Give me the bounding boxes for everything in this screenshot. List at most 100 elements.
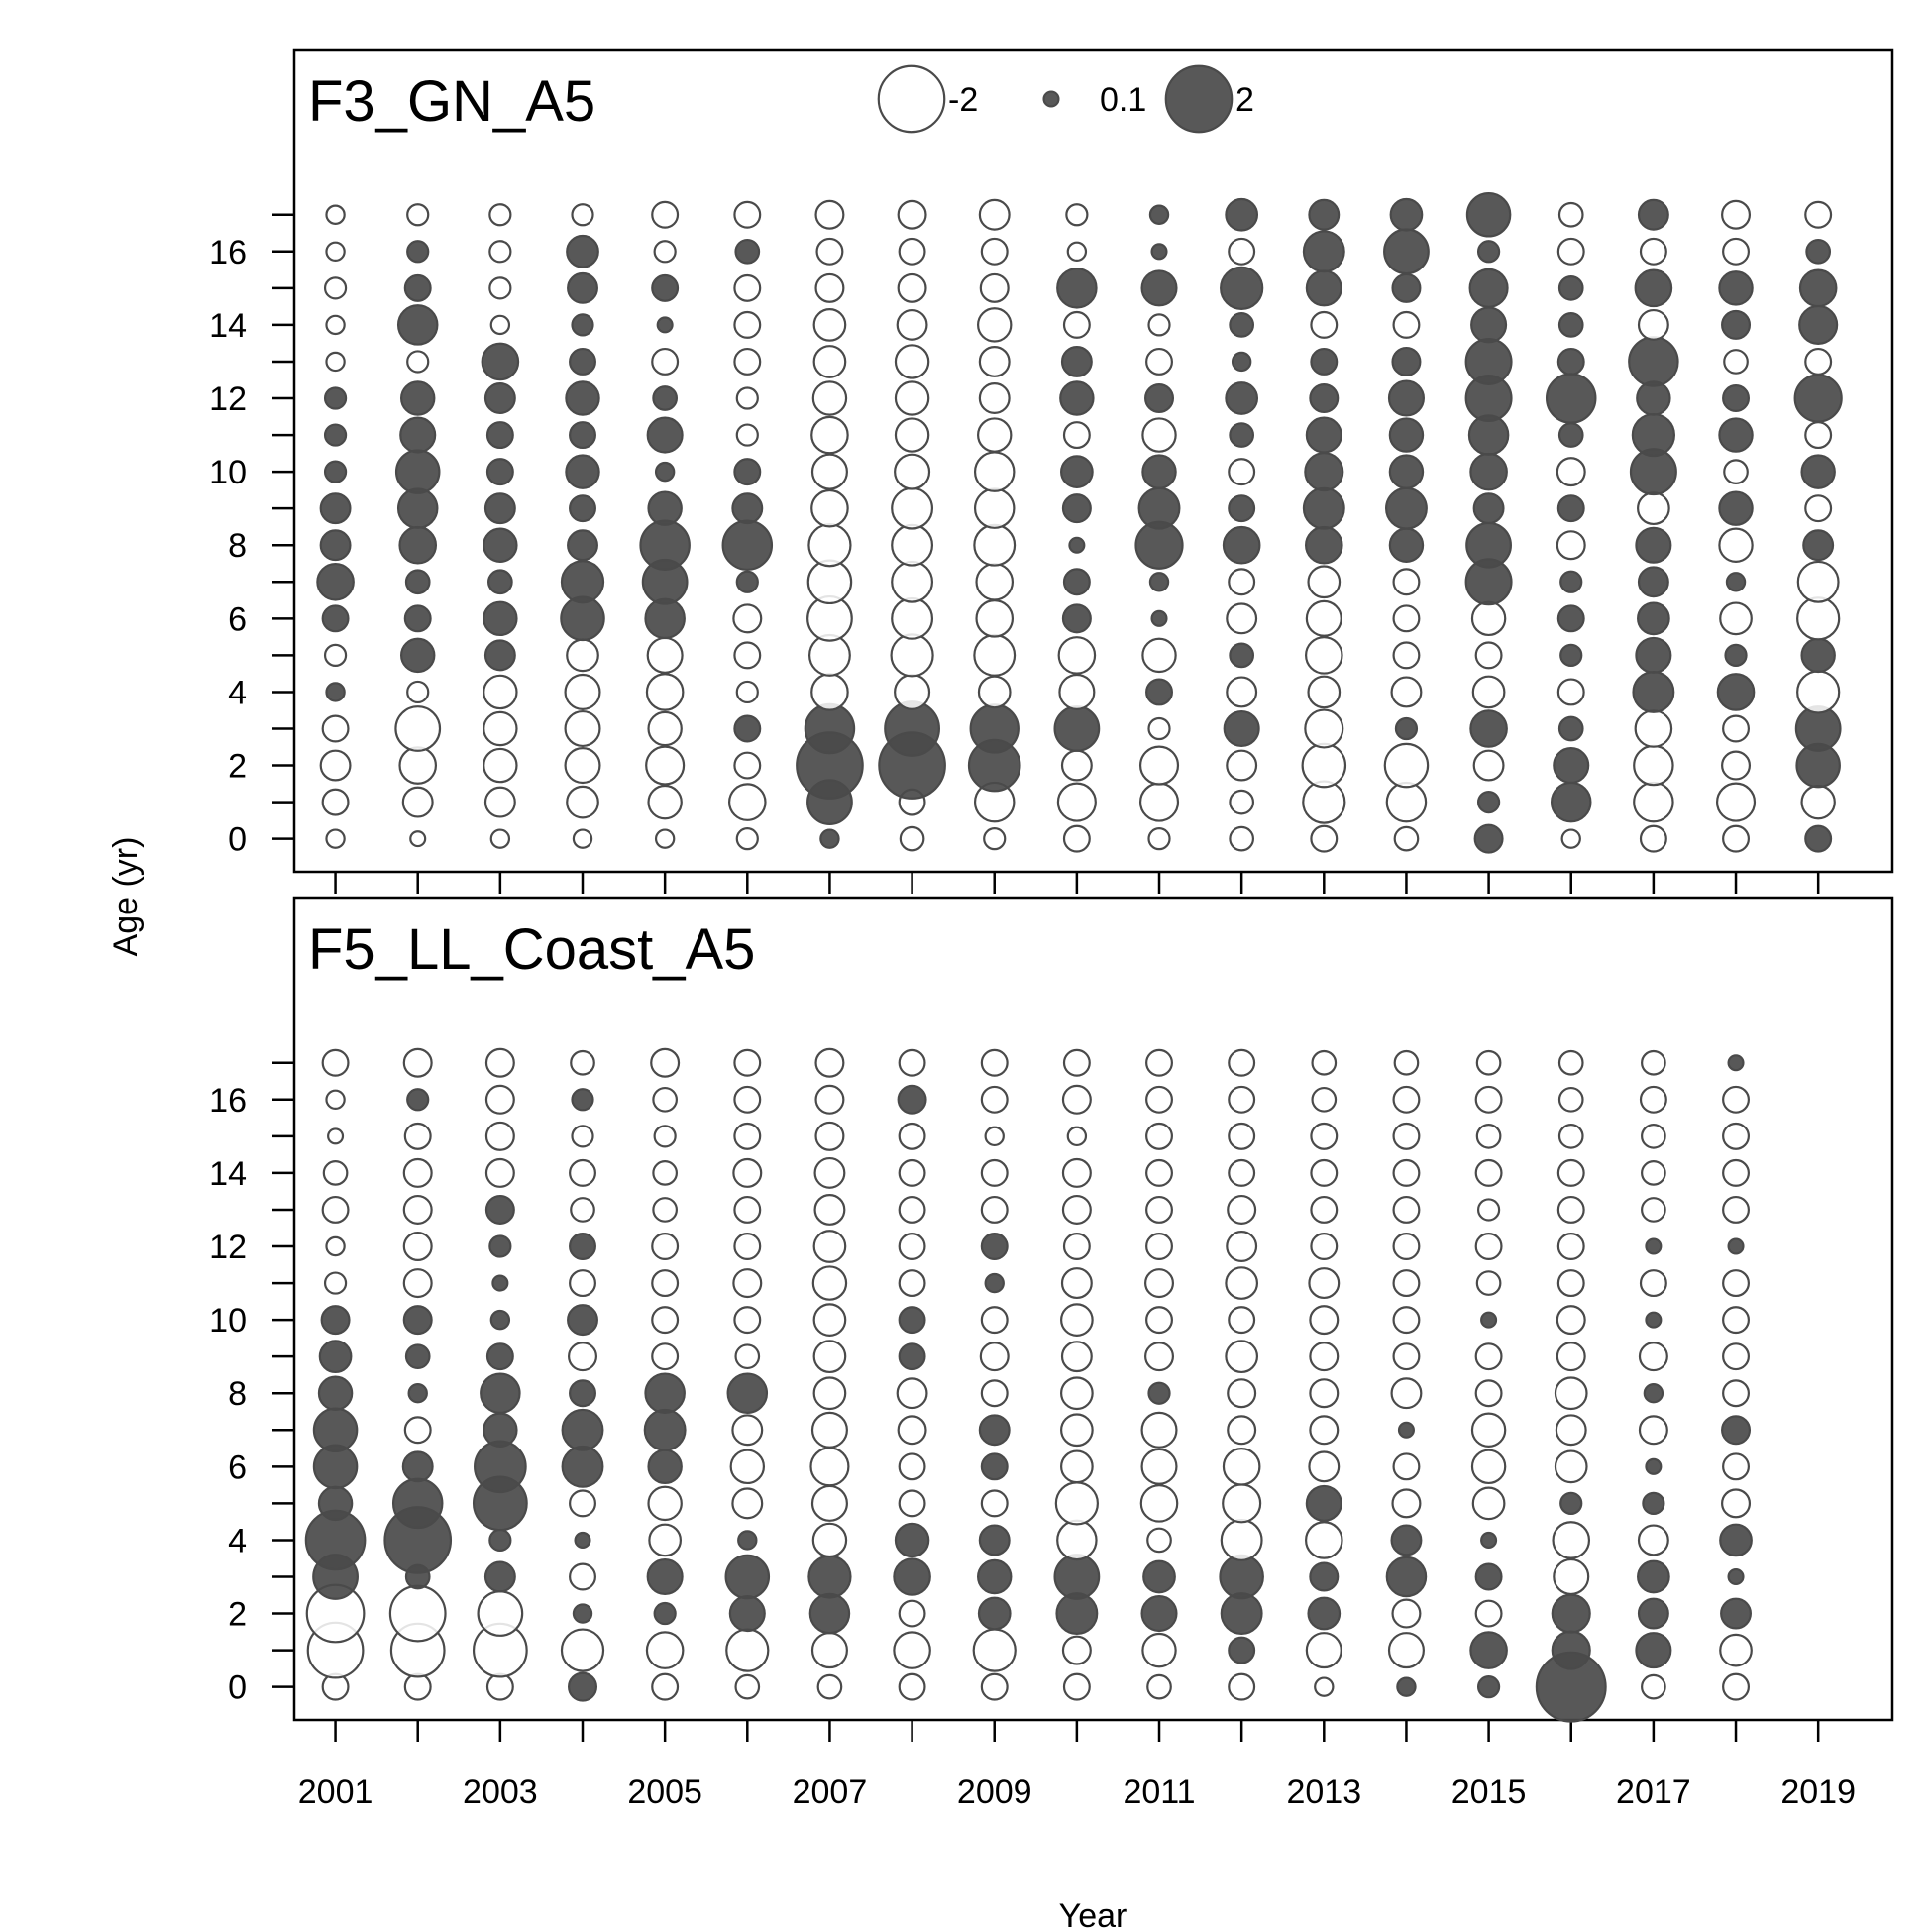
negative-residual-bubble	[483, 747, 518, 784]
negative-residual-bubble	[812, 1303, 847, 1337]
negative-residual-bubble	[1641, 1049, 1666, 1076]
negative-residual-bubble	[893, 1631, 931, 1669]
positive-residual-bubble	[726, 1372, 769, 1414]
negative-residual-bubble	[569, 1269, 596, 1298]
y-tick-label: 6	[228, 600, 247, 638]
negative-residual-bubble	[1147, 716, 1171, 741]
negative-residual-bubble	[1390, 676, 1423, 708]
negative-residual-bubble	[1556, 457, 1586, 487]
negative-residual-bubble	[483, 710, 518, 747]
negative-residual-bubble	[325, 204, 346, 225]
negative-residual-bubble	[975, 599, 1015, 638]
negative-residual-bubble	[1722, 1269, 1750, 1298]
positive-residual-bubble	[893, 1557, 931, 1596]
positive-residual-bubble	[1220, 1592, 1263, 1635]
negative-residual-bubble	[1641, 1197, 1666, 1223]
positive-residual-bubble	[1476, 240, 1501, 264]
negative-residual-bubble	[327, 1127, 345, 1145]
negative-residual-bubble	[1228, 1306, 1256, 1335]
positive-residual-bubble	[1384, 486, 1428, 530]
negative-residual-bubble	[980, 1085, 1009, 1114]
negative-residual-bubble	[1392, 1306, 1421, 1335]
x-tick-label: 2005	[627, 1773, 702, 1811]
negative-residual-bubble	[973, 451, 1016, 492]
negative-residual-bubble	[648, 1523, 683, 1557]
positive-residual-bubble	[1556, 347, 1585, 376]
negative-residual-bubble	[321, 1048, 350, 1077]
y-tick-label: 6	[228, 1449, 247, 1486]
positive-residual-bubble	[1229, 642, 1255, 669]
positive-residual-bubble	[394, 449, 441, 494]
positive-residual-bubble	[1798, 304, 1839, 345]
negative-residual-bubble	[894, 453, 931, 490]
negative-residual-bubble	[1556, 1342, 1586, 1372]
negative-residual-bubble	[1314, 1676, 1335, 1697]
negative-residual-bubble	[894, 344, 930, 379]
positive-residual-bubble	[1480, 1311, 1498, 1329]
positive-residual-bubble	[1545, 373, 1597, 424]
negative-residual-bubble	[1557, 1123, 1584, 1149]
negative-residual-bubble	[731, 1414, 764, 1447]
negative-residual-bubble	[898, 1158, 926, 1187]
positive-residual-bubble	[1302, 230, 1345, 273]
negative-residual-bubble	[1227, 1194, 1257, 1225]
negative-residual-bubble	[977, 307, 1013, 343]
negative-residual-bubble	[1638, 1415, 1668, 1446]
negative-residual-bubble	[733, 641, 762, 670]
negative-residual-bubble	[1641, 1123, 1666, 1149]
negative-residual-bubble	[572, 828, 593, 849]
negative-residual-bubble	[1140, 1448, 1178, 1485]
positive-residual-bubble	[561, 1408, 604, 1451]
negative-residual-bubble	[1145, 1195, 1173, 1224]
positive-residual-bubble	[1470, 306, 1508, 344]
negative-residual-bubble	[402, 1232, 433, 1262]
negative-residual-bubble	[980, 237, 1009, 266]
positive-residual-bubble	[399, 380, 436, 416]
negative-residual-bubble	[1476, 1198, 1501, 1222]
positive-residual-bubble	[654, 461, 676, 483]
positive-residual-bubble	[1148, 204, 1170, 225]
positive-residual-bubble	[317, 1375, 354, 1411]
negative-residual-bubble	[898, 237, 926, 266]
negative-residual-bubble	[402, 1268, 433, 1299]
negative-residual-bubble	[1392, 310, 1421, 339]
negative-residual-bubble	[1470, 1412, 1507, 1448]
positive-residual-bubble	[483, 1560, 516, 1593]
negative-residual-bubble	[403, 1416, 432, 1445]
positive-residual-bubble	[396, 304, 439, 346]
positive-residual-bubble	[1060, 345, 1093, 377]
positive-residual-bubble	[404, 569, 431, 595]
x-tick-label: 2007	[793, 1773, 868, 1811]
negative-residual-bubble	[647, 1485, 683, 1522]
negative-residual-bubble	[1305, 1632, 1342, 1669]
negative-residual-bubble	[813, 1156, 846, 1189]
negative-residual-bubble	[1475, 1049, 1502, 1076]
negative-residual-bubble	[1722, 1672, 1750, 1701]
negative-residual-bubble	[733, 1048, 762, 1077]
positive-residual-bubble	[643, 1408, 687, 1451]
positive-residual-bubble	[721, 519, 774, 571]
positive-residual-bubble	[1309, 383, 1340, 414]
negative-residual-bubble	[1472, 749, 1505, 782]
x-axis-label: Year	[1059, 1897, 1127, 1932]
negative-residual-bubble	[645, 673, 685, 711]
negative-residual-bubble	[810, 673, 849, 711]
positive-residual-bubble	[1387, 379, 1425, 417]
negative-residual-bubble	[1141, 417, 1177, 453]
positive-residual-bubble	[483, 527, 518, 563]
negative-residual-bubble	[1556, 530, 1586, 561]
y-tick-label: 2	[228, 1596, 247, 1634]
positive-residual-bubble	[485, 458, 514, 486]
negative-residual-bubble	[1637, 491, 1670, 526]
negative-residual-bubble	[1220, 1518, 1263, 1561]
negative-residual-bubble	[899, 825, 925, 852]
positive-residual-bubble	[1305, 416, 1342, 454]
positive-residual-bubble	[1800, 637, 1836, 674]
positive-residual-bubble	[1061, 603, 1092, 634]
negative-residual-bubble	[1310, 1158, 1339, 1187]
negative-residual-bubble	[734, 1343, 761, 1370]
positive-residual-bubble	[323, 423, 348, 447]
positive-residual-bubble	[1305, 1484, 1342, 1522]
positive-residual-bubble	[569, 421, 596, 450]
positive-residual-bubble	[483, 1412, 518, 1448]
